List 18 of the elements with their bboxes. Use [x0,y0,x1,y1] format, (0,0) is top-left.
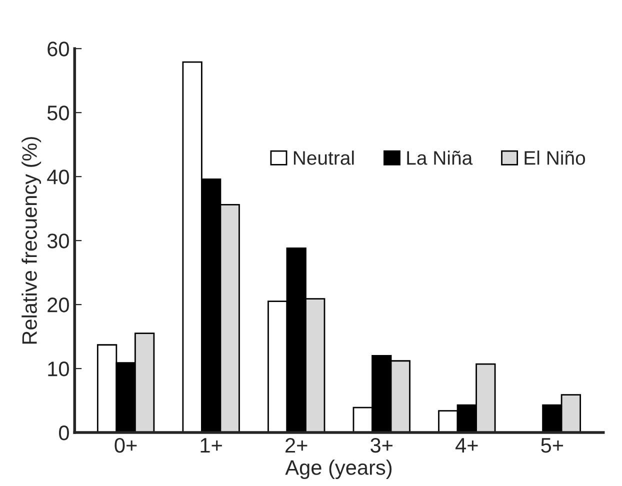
x-axis-title: Age (years) [285,460,392,480]
y-tick-label: 40 [47,170,69,184]
y-tick-label: 50 [47,106,69,120]
y-tick-label: 10 [48,362,69,376]
y-tick-label: 60 [48,42,69,56]
x-tick-label: 0+ [114,438,137,453]
legend-label: El Niño [524,150,586,165]
x-tick-label: 5+ [541,438,564,453]
y-tick-label: 0 [59,426,69,440]
x-tick-label: 2+ [286,438,308,452]
legend-label: La Niña [407,150,473,165]
x-tick-label: 1+ [200,438,222,452]
y-axis-title: Relative frecuency (%) [22,137,42,344]
legend-label: Neutral [294,150,354,165]
x-tick-label: 4+ [456,438,478,452]
y-tick-label: 20 [48,298,69,312]
y-tick-label: 30 [47,234,69,248]
x-tick-label: 3+ [370,438,392,453]
